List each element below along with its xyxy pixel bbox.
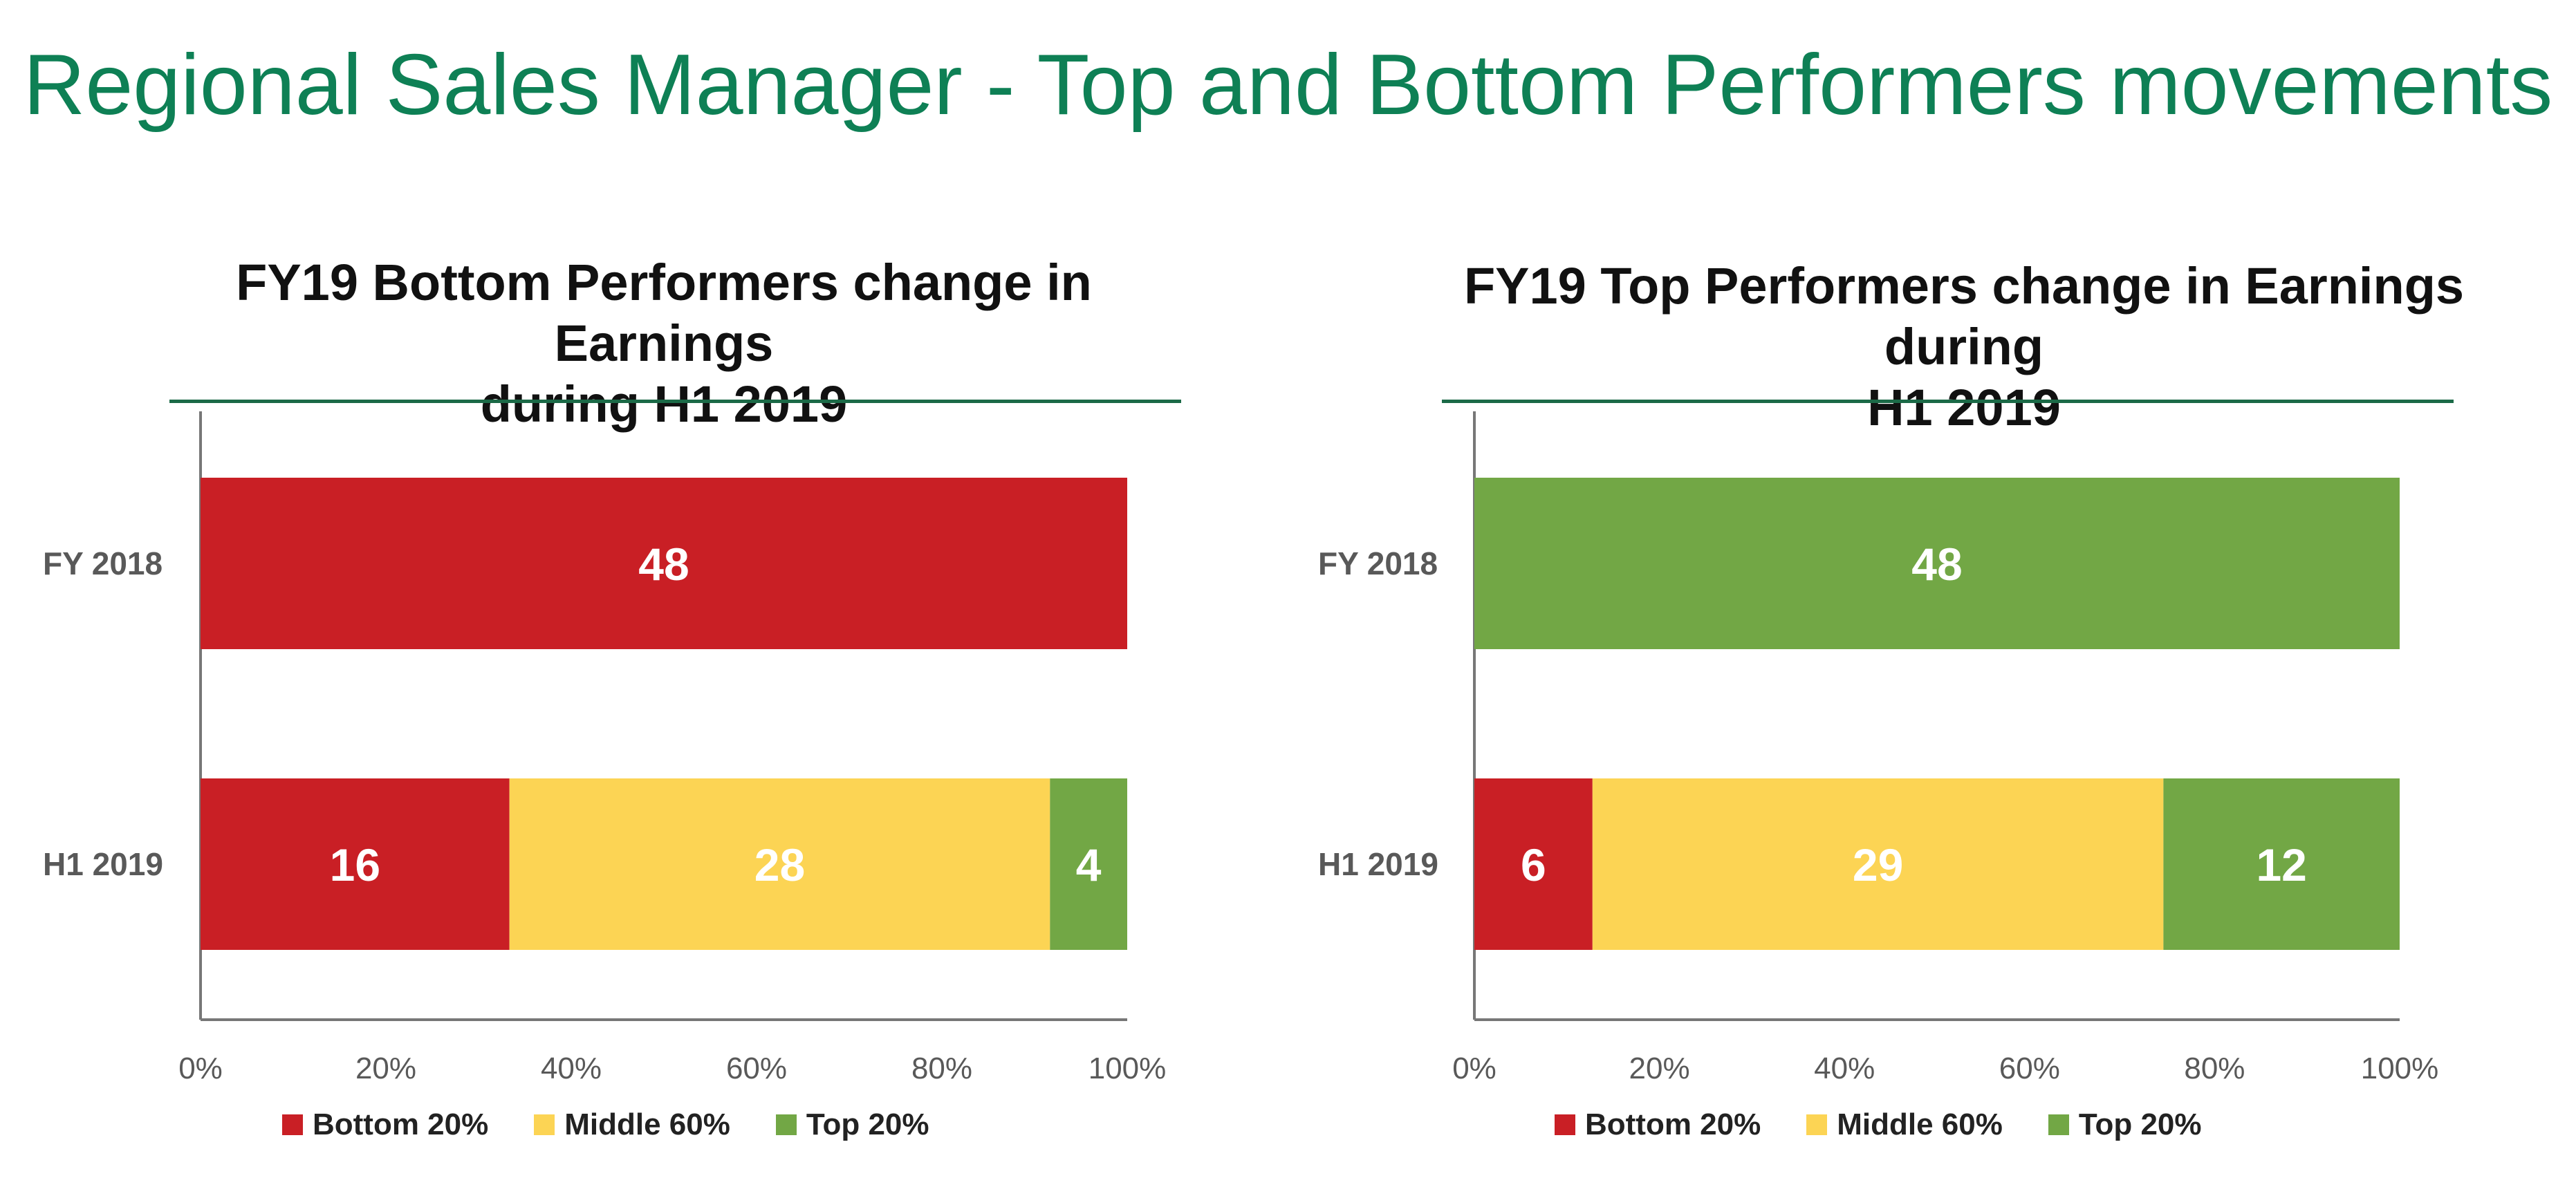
chart-title-line: FY19 Bottom Performers change in Earning… [236,254,1092,372]
x-tick-label: 20% [1629,1052,1690,1085]
bar-segment-top-20 [1050,778,1127,950]
legend-label: Middle 60% [564,1107,730,1141]
legend-item-top: Top 20% [775,1107,929,1142]
legend-swatch-middle [534,1114,555,1135]
x-tick-label: 20% [355,1052,416,1085]
legend-label: Bottom 20% [313,1107,489,1141]
x-tick-label: 100% [2361,1052,2439,1085]
x-tick-label: 40% [1814,1052,1875,1085]
category-label: H1 2019 [1318,846,1438,882]
x-tick-label: 100% [1088,1052,1167,1085]
legend-item-bottom: Bottom 20% [1555,1107,1761,1142]
legend-swatch-top [775,1114,797,1135]
data-label: 48 [638,539,689,590]
legend-right: Bottom 20% Middle 60% Top 20% [1555,1107,2248,1142]
title-divider [1442,400,2454,403]
category-label: FY 2018 [43,545,163,581]
data-label: 16 [330,839,380,890]
x-tick-label: 60% [1999,1052,2060,1085]
x-tick-label: 80% [911,1052,972,1085]
chart-title-line: during H1 2019 [480,375,848,433]
legend-left: Bottom 20% Middle 60% Top 20% [282,1107,975,1142]
data-label: 12 [2256,839,2306,890]
bar-segment-middle-60 [509,778,1050,950]
data-label: 48 [1911,539,1962,590]
category-label: FY 2018 [1318,545,1438,581]
data-label: 4 [1076,839,1102,890]
data-label: 28 [754,839,805,890]
chart-title-line: FY19 Top Performers change in Earnings d… [1463,257,2465,375]
legend-swatch-bottom [1555,1114,1575,1135]
x-tick-label: 60% [726,1052,787,1085]
legend-label: Top 20% [806,1107,929,1141]
page-title: Regional Sales Manager - Top and Bottom … [23,37,2553,133]
bar-segment-bottom-20 [201,778,510,950]
bar-segment-top-20 [1474,478,2400,649]
x-tick-label: 0% [178,1052,223,1085]
bar-segment-middle-60 [1592,778,2164,950]
legend-label: Bottom 20% [1585,1107,1761,1141]
data-label: 29 [1853,839,1903,890]
chart-title-bottom-performers: FY19 Bottom Performers change in Earning… [124,252,1203,435]
legend-label: Top 20% [2078,1107,2202,1141]
chart-title-top-performers: FY19 Top Performers change in Earnings d… [1404,256,2524,438]
chart-title-line: H1 2019 [1867,379,2061,436]
legend-item-middle: Middle 60% [534,1107,730,1142]
legend-item-bottom: Bottom 20% [282,1107,488,1142]
data-label: 6 [1521,839,1546,890]
legend-swatch-top [2048,1114,2069,1135]
x-tick-label: 0% [1452,1052,1497,1085]
legend-item-middle: Middle 60% [1806,1107,2003,1142]
bar-segment-bottom-20 [1474,778,1593,950]
legend-item-top: Top 20% [2048,1107,2202,1142]
x-tick-label: 80% [2184,1052,2245,1085]
legend-swatch-bottom [282,1114,303,1135]
legend-label: Middle 60% [1837,1107,2003,1141]
x-tick-label: 40% [541,1052,602,1085]
legend-swatch-middle [1806,1114,1828,1135]
bar-segment-bottom-20 [201,478,1127,649]
bar-segment-top-20 [2163,778,2400,950]
title-divider [169,400,1181,403]
category-label: H1 2019 [43,846,163,882]
